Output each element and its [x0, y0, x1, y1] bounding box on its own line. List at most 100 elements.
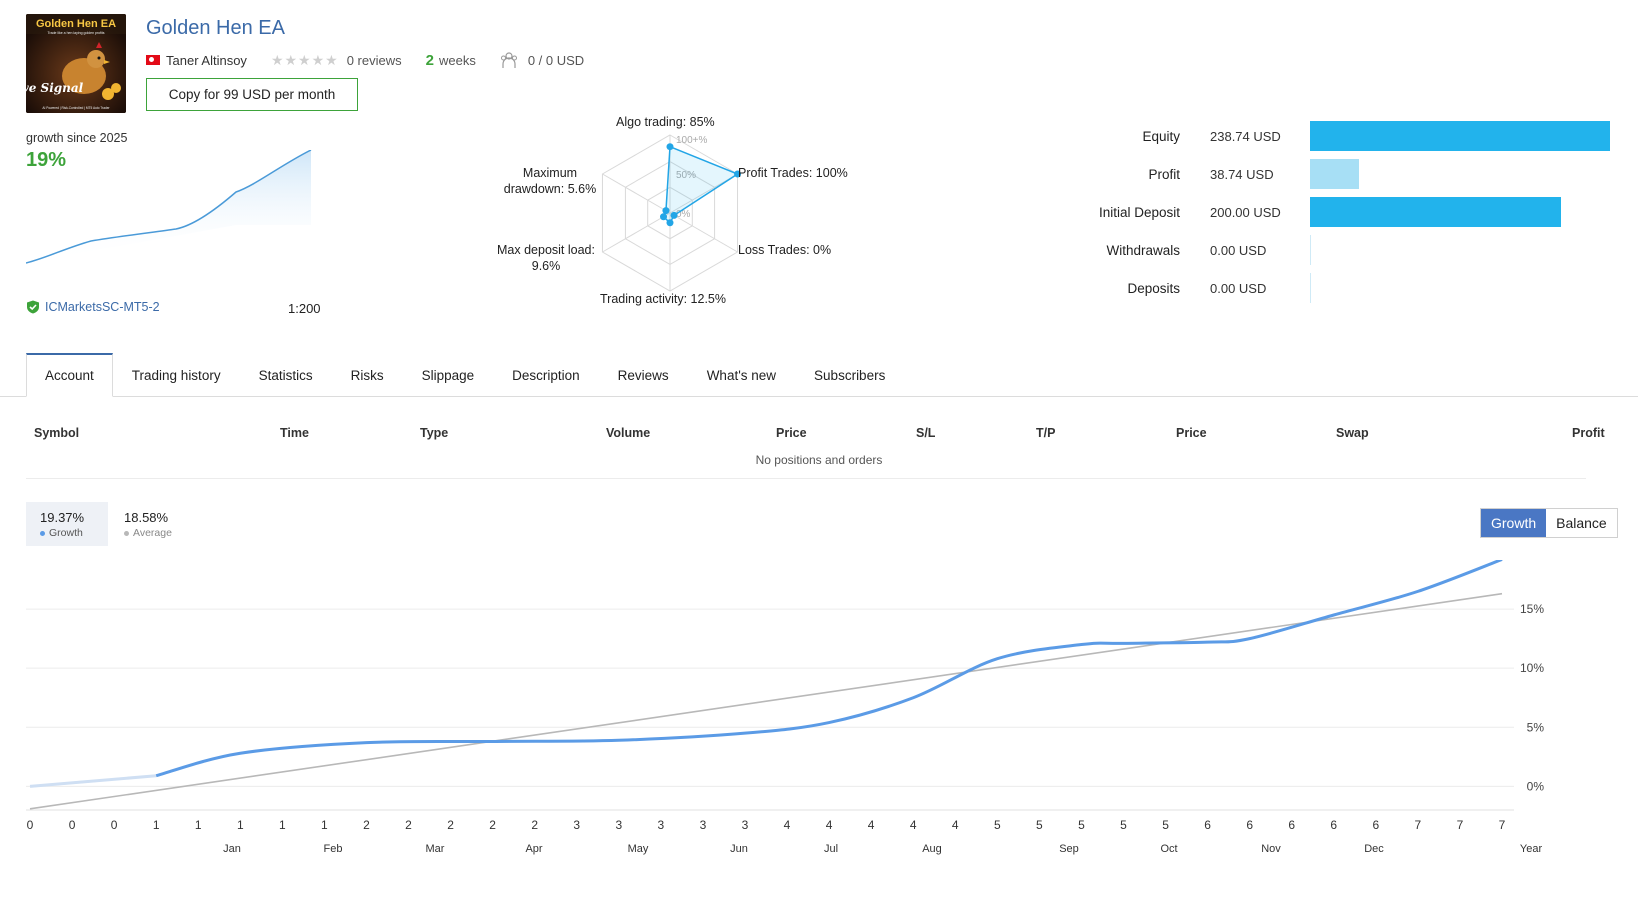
broker-link[interactable]: ICMarketsSC-MT5-2 — [26, 300, 160, 314]
logo-title: Golden Hen EA — [36, 18, 116, 30]
signal-title[interactable]: Golden Hen EA — [146, 17, 285, 39]
radar-chart: 100+% 50% 0% — [601, 134, 742, 292]
month-label: Sep — [1059, 843, 1079, 855]
trade-count-label: 2 — [363, 818, 370, 832]
trade-count-label: 3 — [573, 818, 580, 832]
radar-spoke — [602, 173, 671, 214]
radar-spoke — [669, 212, 738, 253]
tab-subscribers[interactable]: Subscribers — [814, 367, 886, 383]
column-header[interactable]: T/P — [1036, 426, 1056, 440]
subscribers-funds: 0 / 0 USD — [527, 52, 585, 68]
tab-statistics[interactable]: Statistics — [258, 367, 313, 383]
positions-divider — [26, 478, 1586, 479]
trade-count-label: 3 — [658, 818, 665, 832]
chart-mode-toggle: Growth Balance — [1480, 508, 1618, 538]
trade-count-label: 4 — [910, 818, 917, 832]
y-tick-label: 15% — [1520, 602, 1544, 616]
y-tick-label: 0% — [1527, 779, 1545, 793]
column-header[interactable]: Profit — [1572, 426, 1605, 440]
trade-count-label: 6 — [1372, 818, 1379, 832]
copy-signal-button[interactable]: Copy for 99 USD per month — [146, 78, 358, 111]
legend-growth[interactable]: 19.37% Growth — [26, 502, 108, 546]
radar-axis-label: Profit Trades: 100% — [738, 166, 848, 180]
radar-axis-label: Loss Trades: 0% — [738, 243, 832, 257]
column-header[interactable]: Symbol — [34, 426, 80, 440]
radar-scale-label: 100+% — [676, 135, 708, 146]
trade-count-label: 7 — [1499, 818, 1506, 832]
radar-shape — [662, 145, 740, 224]
balance-toggle-button[interactable]: Balance — [1546, 509, 1617, 537]
trade-count-label: 0 — [27, 818, 34, 832]
column-header[interactable]: Swap — [1336, 426, 1369, 440]
trade-count-label: 4 — [952, 818, 959, 832]
stat-value: 238.74 USD — [1210, 128, 1281, 144]
broker-name[interactable]: ICMarketsSC-MT5-2 — [45, 300, 160, 314]
trade-count-label: 6 — [1330, 818, 1337, 832]
stat-bar — [1310, 121, 1610, 151]
trade-count-label: 3 — [615, 818, 622, 832]
legend-average[interactable]: 18.58% Average — [116, 502, 180, 546]
tabs-divider — [0, 396, 1638, 397]
legend-average-label: Average — [133, 527, 172, 539]
year-label: Year — [1520, 843, 1543, 855]
radar-spoke — [602, 212, 671, 253]
stat-bar — [1310, 197, 1561, 227]
trade-count-label: 7 — [1457, 818, 1464, 832]
column-header[interactable]: Type — [420, 426, 449, 440]
trade-count-label: 6 — [1288, 818, 1295, 832]
signal-tabs: Account Trading history Statistics Risks Sli… — [26, 353, 904, 397]
logo-tagline: Trade like a hen laying golden profits — [47, 31, 104, 35]
month-label: Jul — [824, 843, 838, 855]
tab-account[interactable]: Account — [26, 353, 113, 397]
signal-logo: Golden Hen EA Trade like a hen laying go… — [26, 14, 126, 113]
radar-point — [670, 211, 678, 219]
month-label: Oct — [1160, 843, 1177, 855]
author-name[interactable]: Taner Altinsoy — [166, 52, 247, 68]
trade-count-label: 5 — [1078, 818, 1085, 832]
growth-toggle-button[interactable]: Growth — [1481, 509, 1547, 537]
stat-bar — [1310, 235, 1311, 265]
tab-trading-history[interactable]: Trading history — [131, 367, 221, 383]
column-header[interactable]: Volume — [606, 426, 651, 440]
growth-series-line — [155, 560, 1503, 778]
tab-description[interactable]: Description — [512, 367, 580, 383]
y-tick-label: 10% — [1520, 661, 1544, 675]
stat-row-deposits: Deposits 0.00 USD — [1030, 275, 1320, 301]
tab-reviews[interactable]: Reviews — [617, 367, 669, 383]
legend-growth-dot-icon — [40, 530, 45, 536]
column-header[interactable]: Price — [1176, 426, 1207, 440]
month-label: Jan — [223, 843, 241, 855]
growth-value: 19% — [26, 149, 67, 171]
column-header[interactable]: Price — [776, 426, 807, 440]
radar-axis-label: Trading activity: 12.5% — [600, 292, 726, 306]
tab-what-s-new[interactable]: What's new — [706, 367, 777, 383]
trade-count-label: 5 — [1120, 818, 1127, 832]
trade-count-label: 2 — [489, 818, 496, 832]
verified-shield-icon — [27, 300, 39, 314]
stat-value: 0.00 USD — [1210, 280, 1267, 296]
radar-point — [662, 207, 670, 215]
tab-slippage[interactable]: Slippage — [421, 367, 475, 383]
column-header[interactable]: Time — [280, 426, 309, 440]
trade-count-label: 2 — [405, 818, 412, 832]
trade-count-label: 3 — [742, 818, 749, 832]
tab-risks[interactable]: Risks — [350, 367, 384, 383]
radar-scale-label: 0% — [676, 209, 691, 220]
trade-count-label: 2 — [447, 818, 454, 832]
reviews-count[interactable]: 0 reviews — [346, 52, 402, 68]
month-label: Apr — [525, 843, 542, 855]
radar-point — [734, 170, 742, 178]
column-header[interactable]: S/L — [916, 426, 936, 440]
stat-row-equity: Equity 238.74 USD — [1030, 123, 1320, 149]
trade-count-label: 1 — [153, 818, 160, 832]
trade-count-label: 0 — [69, 818, 76, 832]
radar-scale-label: 50% — [676, 170, 696, 181]
stat-name: Profit — [1148, 166, 1180, 182]
stat-value: 200.00 USD — [1210, 204, 1281, 220]
trade-count-label: 5 — [994, 818, 1001, 832]
trade-count-label: 1 — [237, 818, 244, 832]
trade-count-label: 7 — [1415, 818, 1422, 832]
trade-count-label: 4 — [868, 818, 875, 832]
trade-count-label: 0 — [111, 818, 118, 832]
positions-empty-message: No positions and orders — [755, 453, 883, 467]
